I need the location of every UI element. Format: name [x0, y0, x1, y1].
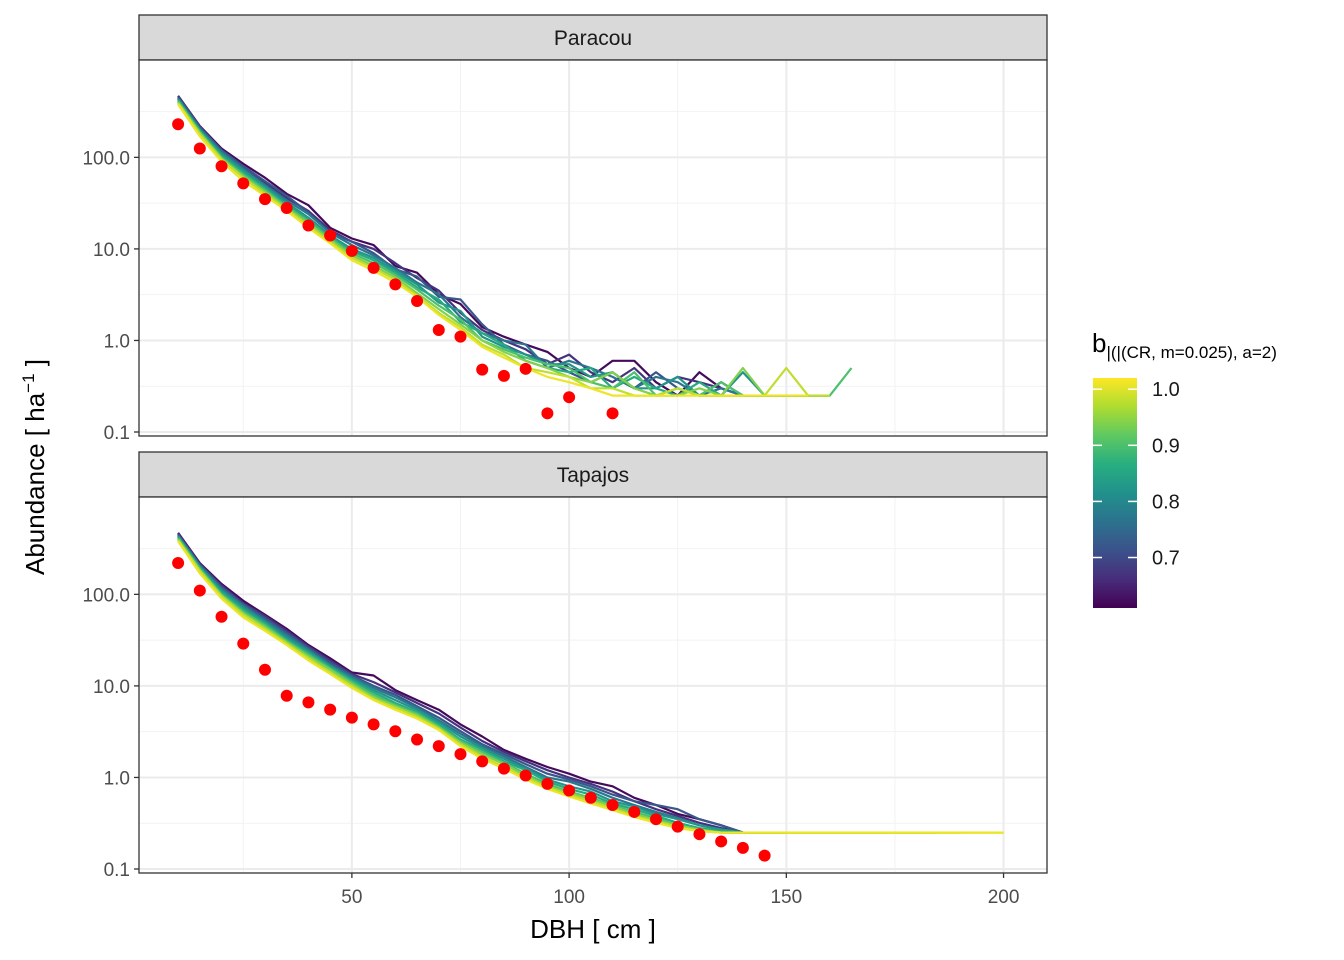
colorbar — [1093, 378, 1137, 608]
panels: Paracou 0.1 1.0 10.0 100.0 Tapajos 0.1 1.0 10.0 1… — [82, 14, 1048, 881]
observed-point — [302, 696, 315, 709]
observed-point — [237, 177, 250, 190]
observed-point — [671, 820, 684, 833]
observed-point — [193, 142, 206, 155]
observed-point — [563, 784, 576, 797]
observed-point — [324, 703, 337, 716]
series-line — [177, 533, 787, 834]
x-tick-label: 150 — [770, 887, 802, 908]
strip-background — [138, 14, 1048, 61]
observed-point — [411, 294, 424, 307]
observed-point — [432, 740, 445, 753]
panel-tapajos: Tapajos 0.1 1.0 10.0 100.0 — [82, 451, 1048, 881]
strip-label: Tapajos — [557, 464, 629, 487]
observed-point — [606, 407, 619, 420]
observed-point — [476, 755, 489, 768]
y-axis-title: Abundance [ ha−1 ] — [19, 359, 50, 575]
series-line — [177, 533, 787, 834]
colorbar-legend: b|(|(CR, m=0.025), a=2) 1.0 0.9 0.8 0.7 — [1092, 328, 1277, 608]
observed-point — [584, 791, 597, 804]
x-tick-label: 50 — [341, 887, 362, 908]
observed-point — [389, 725, 402, 738]
observed-points — [172, 118, 619, 420]
observed-point — [497, 369, 510, 382]
colorbar-tick-label: 1.0 — [1152, 379, 1180, 401]
colorbar-tick-label: 0.8 — [1152, 491, 1180, 513]
observed-point — [693, 828, 706, 841]
observed-point — [715, 835, 728, 848]
observed-point — [519, 769, 532, 782]
observed-point — [367, 718, 380, 731]
y-tick-label: 10.0 — [93, 240, 130, 261]
observed-point — [432, 324, 445, 337]
y-tick-label: 0.1 — [104, 860, 130, 881]
observed-point — [215, 160, 228, 173]
observed-point — [215, 610, 228, 623]
observed-point — [541, 407, 554, 420]
strip-label: Paracou — [554, 27, 632, 50]
observed-point — [367, 261, 380, 274]
y-axis-title-end: ] — [20, 359, 50, 373]
x-axis: 50 100 150 200 — [341, 873, 1019, 908]
observed-points — [172, 557, 771, 862]
observed-point — [345, 244, 358, 257]
observed-point — [476, 363, 489, 376]
series-line — [177, 536, 787, 834]
y-axis-title-main: Abundance [ ha — [20, 392, 50, 575]
observed-point — [411, 733, 424, 746]
observed-point — [258, 663, 271, 676]
panel-border — [138, 59, 1048, 437]
series-line — [177, 532, 787, 834]
x-axis-title: DBH [ cm ] — [530, 914, 656, 944]
observed-point — [280, 689, 293, 702]
y-tick-label: 10.0 — [93, 677, 130, 698]
panel-border — [138, 496, 1048, 874]
observed-point — [649, 813, 662, 826]
legend-title-main: b — [1092, 328, 1106, 358]
series-line — [177, 96, 787, 397]
observed-point — [324, 229, 337, 242]
observed-point — [454, 748, 467, 761]
colorbar-tick-label: 0.7 — [1152, 548, 1180, 570]
x-tick-label: 100 — [553, 887, 585, 908]
legend-title: b|(|(CR, m=0.025), a=2) — [1092, 328, 1277, 362]
series-line — [177, 95, 744, 397]
observed-point — [302, 219, 315, 232]
observed-point — [193, 584, 206, 597]
observed-point — [389, 278, 402, 291]
observed-point — [758, 849, 771, 862]
observed-point — [454, 330, 467, 343]
observed-point — [345, 711, 358, 724]
observed-point — [497, 762, 510, 775]
observed-point — [519, 362, 532, 375]
y-axis-title-sup: −1 — [19, 373, 38, 392]
y-tick-label: 100.0 — [82, 585, 130, 606]
observed-point — [237, 637, 250, 650]
y-tick-label: 1.0 — [104, 331, 130, 352]
observed-point — [172, 557, 185, 570]
observed-point — [628, 805, 641, 818]
observed-point — [541, 777, 554, 790]
x-tick-label: 200 — [988, 887, 1020, 908]
y-tick-label: 100.0 — [82, 148, 130, 169]
panel-paracou: Paracou 0.1 1.0 10.0 100.0 — [82, 14, 1048, 444]
legend-title-sub: |(|(CR, m=0.025), a=2) — [1106, 343, 1276, 362]
strip-background — [138, 451, 1048, 498]
y-tick-label: 1.0 — [104, 768, 130, 789]
grid — [139, 497, 1047, 873]
observed-point — [280, 201, 293, 214]
observed-point — [258, 193, 271, 206]
colorbar-tick-label: 0.9 — [1152, 435, 1180, 457]
y-tick-label: 0.1 — [104, 423, 130, 444]
observed-point — [172, 118, 185, 131]
observed-point — [563, 391, 576, 404]
series-line — [177, 535, 787, 834]
observed-point — [736, 841, 749, 854]
observed-point — [606, 799, 619, 812]
